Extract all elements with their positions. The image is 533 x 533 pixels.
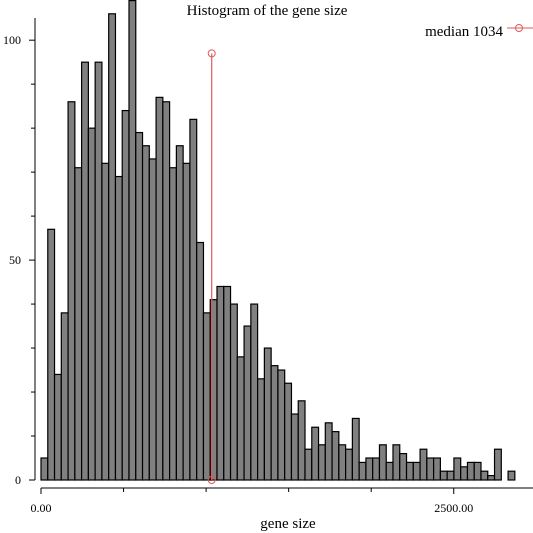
y-axis: 0 50 100 bbox=[3, 18, 36, 487]
histogram-bar bbox=[47, 228, 56, 481]
histogram-bar bbox=[243, 325, 252, 481]
histogram-bar bbox=[487, 475, 496, 481]
histogram-bar bbox=[128, 0, 137, 481]
histogram-bar bbox=[216, 285, 225, 481]
histogram-bar bbox=[331, 431, 340, 481]
histogram-bar bbox=[114, 175, 123, 481]
histogram-bar bbox=[175, 145, 184, 481]
histogram-bar bbox=[385, 461, 394, 481]
histogram-bar bbox=[263, 347, 272, 481]
x-tick-label: 2500.00 bbox=[434, 501, 473, 515]
y-tick-label: 100 bbox=[3, 33, 21, 47]
histogram-bar bbox=[169, 167, 177, 481]
histogram-bar bbox=[317, 444, 326, 481]
median-top-marker bbox=[207, 49, 216, 58]
histogram-bar bbox=[257, 378, 265, 481]
histogram-bar bbox=[473, 461, 482, 481]
histogram-bar bbox=[358, 461, 367, 481]
histogram-bar bbox=[202, 312, 211, 481]
histogram-bar bbox=[338, 444, 347, 481]
histogram-bar bbox=[162, 101, 171, 481]
histogram-bar bbox=[236, 356, 245, 481]
histogram-bar bbox=[433, 457, 441, 481]
histogram-bar bbox=[378, 444, 387, 481]
histogram-bar bbox=[351, 417, 360, 481]
median-bottom-marker bbox=[207, 476, 216, 484]
histogram-bar bbox=[297, 400, 306, 481]
y-tick-label: 0 bbox=[15, 473, 21, 487]
histogram-bar bbox=[74, 167, 83, 481]
histogram-bar bbox=[87, 127, 96, 481]
histogram-bar bbox=[196, 241, 205, 481]
histogram-bar bbox=[60, 312, 69, 481]
histogram-bar bbox=[40, 457, 49, 481]
histogram-bar bbox=[439, 470, 448, 481]
x-axis-label: gene size bbox=[260, 516, 316, 532]
histogram-bar bbox=[405, 461, 414, 481]
histogram-bar bbox=[250, 303, 259, 481]
histogram-bar bbox=[324, 422, 333, 481]
histogram-bar bbox=[284, 382, 293, 481]
histogram-bar bbox=[121, 109, 130, 481]
histogram-bar bbox=[53, 373, 62, 481]
histogram-bar bbox=[426, 457, 435, 481]
histogram-bar bbox=[304, 448, 313, 481]
x-axis: 0.00 2500.00 bbox=[31, 487, 533, 515]
histogram-bar bbox=[189, 118, 198, 481]
histogram-bar bbox=[372, 457, 381, 481]
y-tick-label: 50 bbox=[9, 253, 21, 267]
histogram-bar bbox=[141, 145, 150, 481]
histogram-bar bbox=[182, 162, 191, 481]
bars-group bbox=[40, 0, 516, 481]
chart-title: Histogram of the gene size bbox=[187, 3, 348, 19]
histogram-bar bbox=[466, 461, 475, 481]
histogram-bar bbox=[345, 448, 353, 481]
histogram-bar bbox=[480, 470, 489, 481]
histogram-bar bbox=[453, 457, 462, 481]
histogram-bar bbox=[365, 457, 374, 481]
histogram-bar bbox=[270, 365, 279, 481]
histogram-bar bbox=[412, 461, 421, 481]
histogram-bar bbox=[493, 448, 502, 481]
histogram-bar bbox=[399, 453, 408, 481]
histogram-bar bbox=[101, 162, 110, 481]
legend: median 1034 bbox=[425, 24, 533, 40]
histogram-bar bbox=[507, 470, 516, 481]
legend-median-label: median 1034 bbox=[425, 24, 503, 40]
x-tick-label: 0.00 bbox=[31, 501, 52, 515]
histogram-bar bbox=[135, 131, 144, 481]
histogram-bar bbox=[229, 303, 238, 481]
histogram-bar bbox=[392, 444, 401, 481]
histogram-bar bbox=[446, 470, 455, 481]
histogram-bar bbox=[148, 158, 157, 481]
histogram-bar bbox=[94, 61, 103, 481]
histogram-bar bbox=[155, 96, 164, 481]
histogram-bar bbox=[277, 369, 286, 481]
histogram-bar bbox=[223, 285, 232, 481]
median-marker bbox=[207, 49, 216, 484]
histogram-bar bbox=[67, 101, 76, 481]
histogram-bar bbox=[108, 13, 117, 481]
histogram-bar bbox=[290, 413, 299, 481]
histogram-bar bbox=[81, 61, 89, 481]
histogram-bar bbox=[311, 426, 320, 481]
legend-median-marker-icon bbox=[515, 24, 523, 32]
histogram-bar bbox=[460, 466, 469, 481]
histogram-bar bbox=[419, 448, 428, 481]
